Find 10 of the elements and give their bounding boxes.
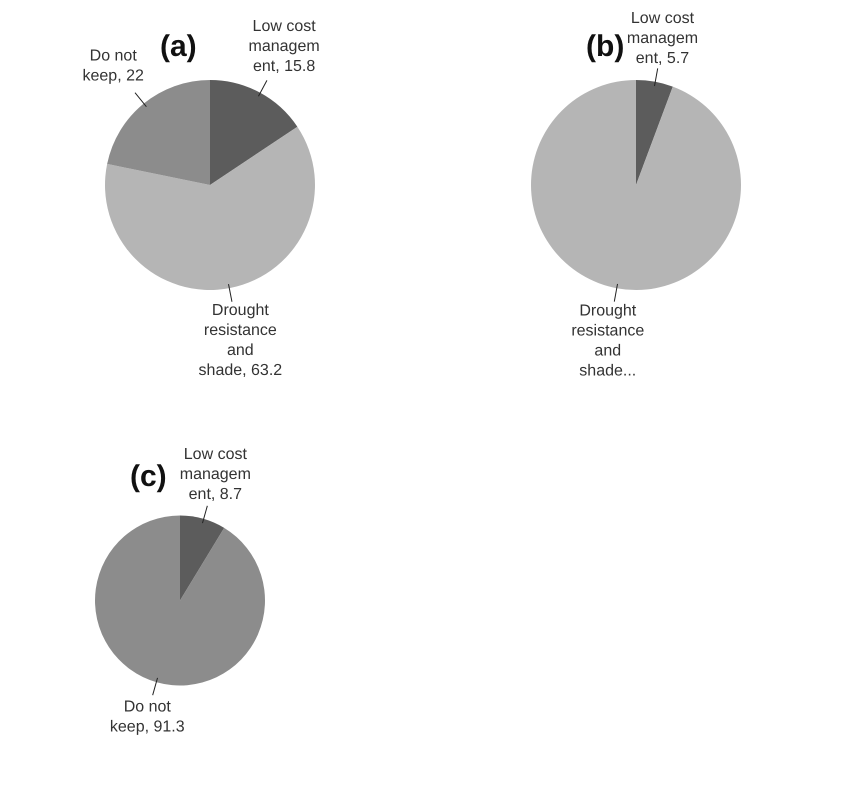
- slice-label: Low cost management, 8.7: [180, 446, 251, 503]
- chart-title: (a): [160, 30, 197, 64]
- chart-title: (c): [130, 460, 167, 494]
- slice-label: Drought resistance and shade...: [571, 302, 644, 380]
- slice-label: Drought resistance and shade, 63.2: [198, 302, 282, 379]
- slice-label: Do not keep, 91.3: [110, 698, 185, 736]
- text: (b): [586, 30, 624, 64]
- slice-label: Low cost management, 15.8: [248, 18, 320, 75]
- slice-label: Do not keep, 22: [82, 48, 144, 85]
- slice-label: Low cost management, 5.7: [626, 10, 698, 68]
